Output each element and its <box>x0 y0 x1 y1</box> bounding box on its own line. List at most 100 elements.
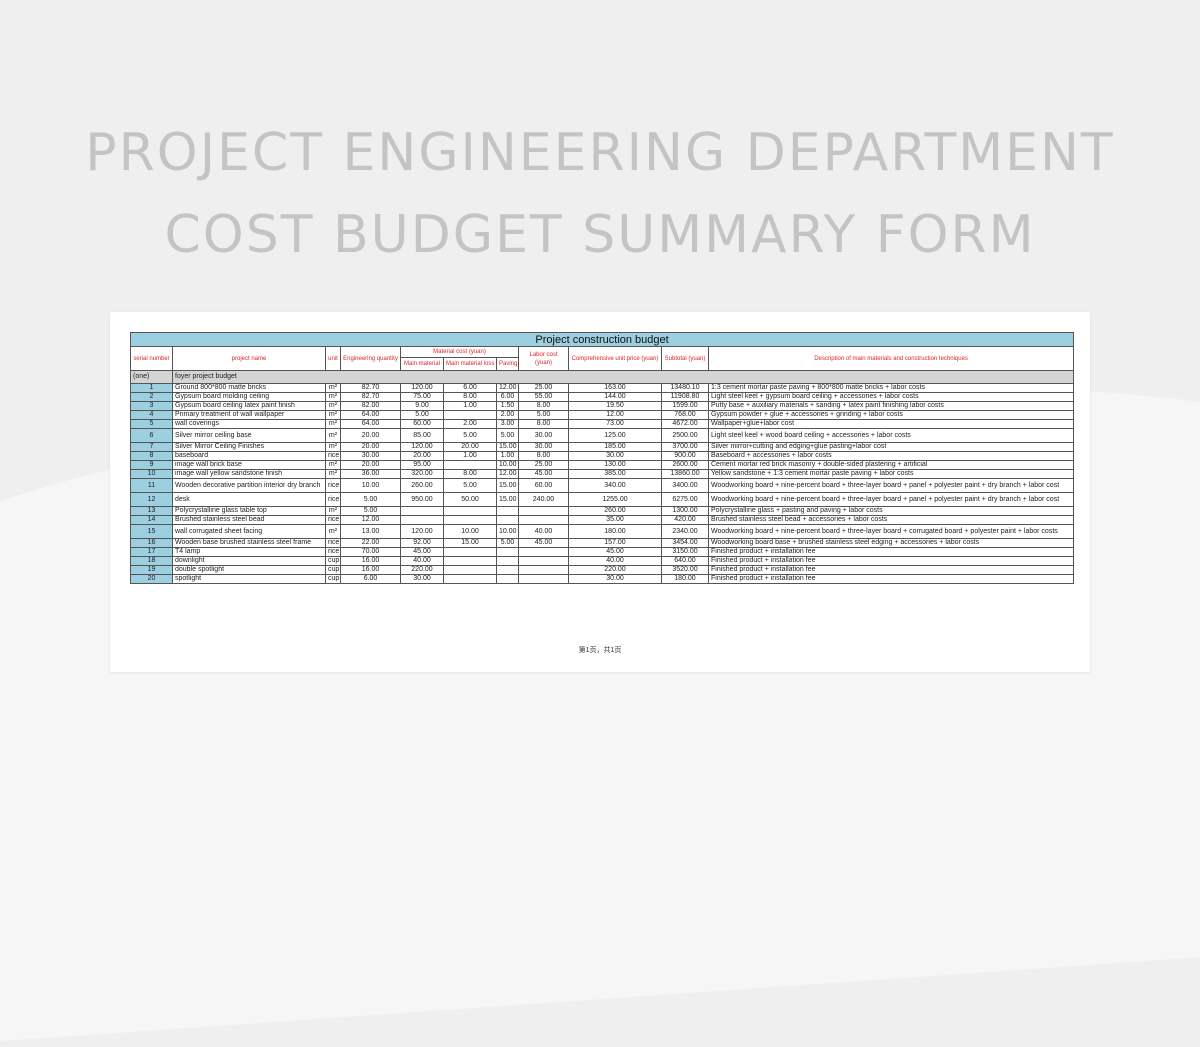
subtotal-cell: 11908.80 <box>661 392 709 402</box>
table-row: 14 Brushed stainless steel bead rice 12.00 3… <box>130 515 1075 525</box>
serial-cell: 13 <box>130 506 173 516</box>
unit-price-cell: 163.00 <box>568 383 662 393</box>
name-cell: Wooden base brushed stainless steel fram… <box>172 538 326 548</box>
table-row: 17 T4 lamp rice 70.00 45.00 45.00 3150.00 Finis… <box>130 547 1075 557</box>
table-row: 5 wall coverings m² 64.00 60.00 2.00 3.00 8.00 7… <box>130 419 1075 429</box>
unit-price-cell: 385.00 <box>568 469 662 479</box>
unit-cell: rice <box>325 478 341 493</box>
main-material-cell: 120.00 <box>400 524 444 539</box>
labor-cell: 30.00 <box>518 428 569 443</box>
unit-price-cell: 220.00 <box>568 565 662 575</box>
subtotal-cell: 13860.00 <box>661 469 709 479</box>
material-loss-cell: 2.00 <box>443 419 497 429</box>
serial-cell: 1 <box>130 383 173 393</box>
subtotal-cell: 4672.00 <box>661 419 709 429</box>
description-cell: Wallpaper+glue+labor cost <box>707 419 1075 429</box>
header-unit: unit <box>325 346 341 371</box>
section-name: foyer project budget <box>171 370 1075 384</box>
material-loss-cell <box>443 460 497 470</box>
name-cell: Primary treatment of wall wallpaper <box>172 410 326 420</box>
labor-cell: 60.00 <box>518 478 569 493</box>
table-row: 13 Polycrystalline glass table top m² 5.00 2… <box>130 506 1075 516</box>
table-row: 20 spotlight cup 6.00 30.00 30.00 180.00 Finish… <box>130 574 1075 584</box>
header-row-1: serial number project name unit Engineer… <box>130 346 1075 371</box>
labor-cell <box>518 547 569 557</box>
unit-cell: m² <box>325 419 341 429</box>
unit-price-cell: 35.00 <box>568 515 662 525</box>
material-loss-cell <box>443 574 497 584</box>
name-cell: Polycrystalline glass table top <box>172 506 326 516</box>
subtotal-cell: 6275.00 <box>661 492 709 507</box>
name-cell: Gypsum board ceiling latex paint finish <box>172 401 326 411</box>
paving-cell: 12.00 <box>496 383 519 393</box>
labor-cell <box>518 556 569 566</box>
header-main-material: Main material <box>400 357 444 371</box>
subtotal-cell: 3150.00 <box>661 547 709 557</box>
quantity-cell: 36.00 <box>340 469 401 479</box>
table-row: 16 Wooden base brushed stainless steel fr… <box>130 538 1075 548</box>
paving-cell: 15.00 <box>496 492 519 507</box>
paving-cell: 1.00 <box>496 451 519 461</box>
quantity-cell: 16.00 <box>340 565 401 575</box>
serial-cell: 7 <box>130 442 173 452</box>
main-material-cell: 120.00 <box>400 442 444 452</box>
description-cell: Cement mortar red brick masonry + double… <box>707 460 1075 470</box>
material-loss-cell <box>443 547 497 557</box>
name-cell: Brushed stainless steel bead <box>172 515 326 525</box>
unit-price-cell: 30.00 <box>568 574 662 584</box>
subtotal-cell: 2340.00 <box>661 524 709 539</box>
name-cell: T4 lamp <box>172 547 326 557</box>
main-material-cell: 120.00 <box>400 383 444 393</box>
serial-cell: 8 <box>130 451 173 461</box>
paving-cell: 5.00 <box>496 428 519 443</box>
material-loss-cell <box>443 556 497 566</box>
subtotal-cell: 420.00 <box>661 515 709 525</box>
table-row: 4 Primary treatment of wall wallpaper m² 64… <box>130 410 1075 420</box>
quantity-cell: 30.00 <box>340 451 401 461</box>
unit-price-cell: 130.00 <box>568 460 662 470</box>
serial-cell: 16 <box>130 538 173 548</box>
description-cell: Light steel keel + wood board ceiling + … <box>707 428 1075 443</box>
unit-cell: rice <box>325 538 341 548</box>
main-material-cell: 30.00 <box>400 574 444 584</box>
quantity-cell: 64.00 <box>340 419 401 429</box>
quantity-cell: 20.00 <box>340 428 401 443</box>
subtotal-cell: 900.00 <box>661 451 709 461</box>
labor-cell: 40.00 <box>518 524 569 539</box>
paving-cell <box>496 574 519 584</box>
header-subtotal: Subtotal (yuan) <box>661 346 709 371</box>
main-material-cell <box>400 506 444 516</box>
paving-cell: 12.00 <box>496 469 519 479</box>
paving-cell <box>496 547 519 557</box>
section-code: (one) <box>130 370 173 384</box>
main-material-cell: 75.00 <box>400 392 444 402</box>
description-cell: Silver mirror+cutting and edging+glue pa… <box>707 442 1075 452</box>
subtotal-cell: 3454.00 <box>661 538 709 548</box>
labor-cell <box>518 574 569 584</box>
material-loss-cell <box>443 410 497 420</box>
name-cell: image wall brick base <box>172 460 326 470</box>
unit-price-cell: 19.50 <box>568 401 662 411</box>
unit-cell: m² <box>325 506 341 516</box>
unit-price-cell: 30.00 <box>568 451 662 461</box>
table-row: 10 image wall yellow sandstone finish m² 36… <box>130 469 1075 479</box>
labor-cell <box>518 515 569 525</box>
paving-cell: 3.00 <box>496 419 519 429</box>
labor-cell <box>518 506 569 516</box>
quantity-cell: 82.70 <box>340 383 401 393</box>
serial-cell: 3 <box>130 401 173 411</box>
quantity-cell: 22.00 <box>340 538 401 548</box>
name-cell: Silver mirror ceiling base <box>172 428 326 443</box>
quantity-cell: 70.00 <box>340 547 401 557</box>
unit-cell: cup <box>325 556 341 566</box>
quantity-cell: 82.00 <box>340 401 401 411</box>
labor-cell: 5.00 <box>518 410 569 420</box>
header-material-cost: Material cost (yuan) <box>400 346 519 358</box>
description-cell: Baseboard + accessories + labor costs <box>707 451 1075 461</box>
unit-price-cell: 180.00 <box>568 524 662 539</box>
main-material-cell: 95.00 <box>400 460 444 470</box>
paving-cell: 6.00 <box>496 392 519 402</box>
serial-cell: 2 <box>130 392 173 402</box>
material-loss-cell: 8.00 <box>443 469 497 479</box>
serial-cell: 18 <box>130 556 173 566</box>
